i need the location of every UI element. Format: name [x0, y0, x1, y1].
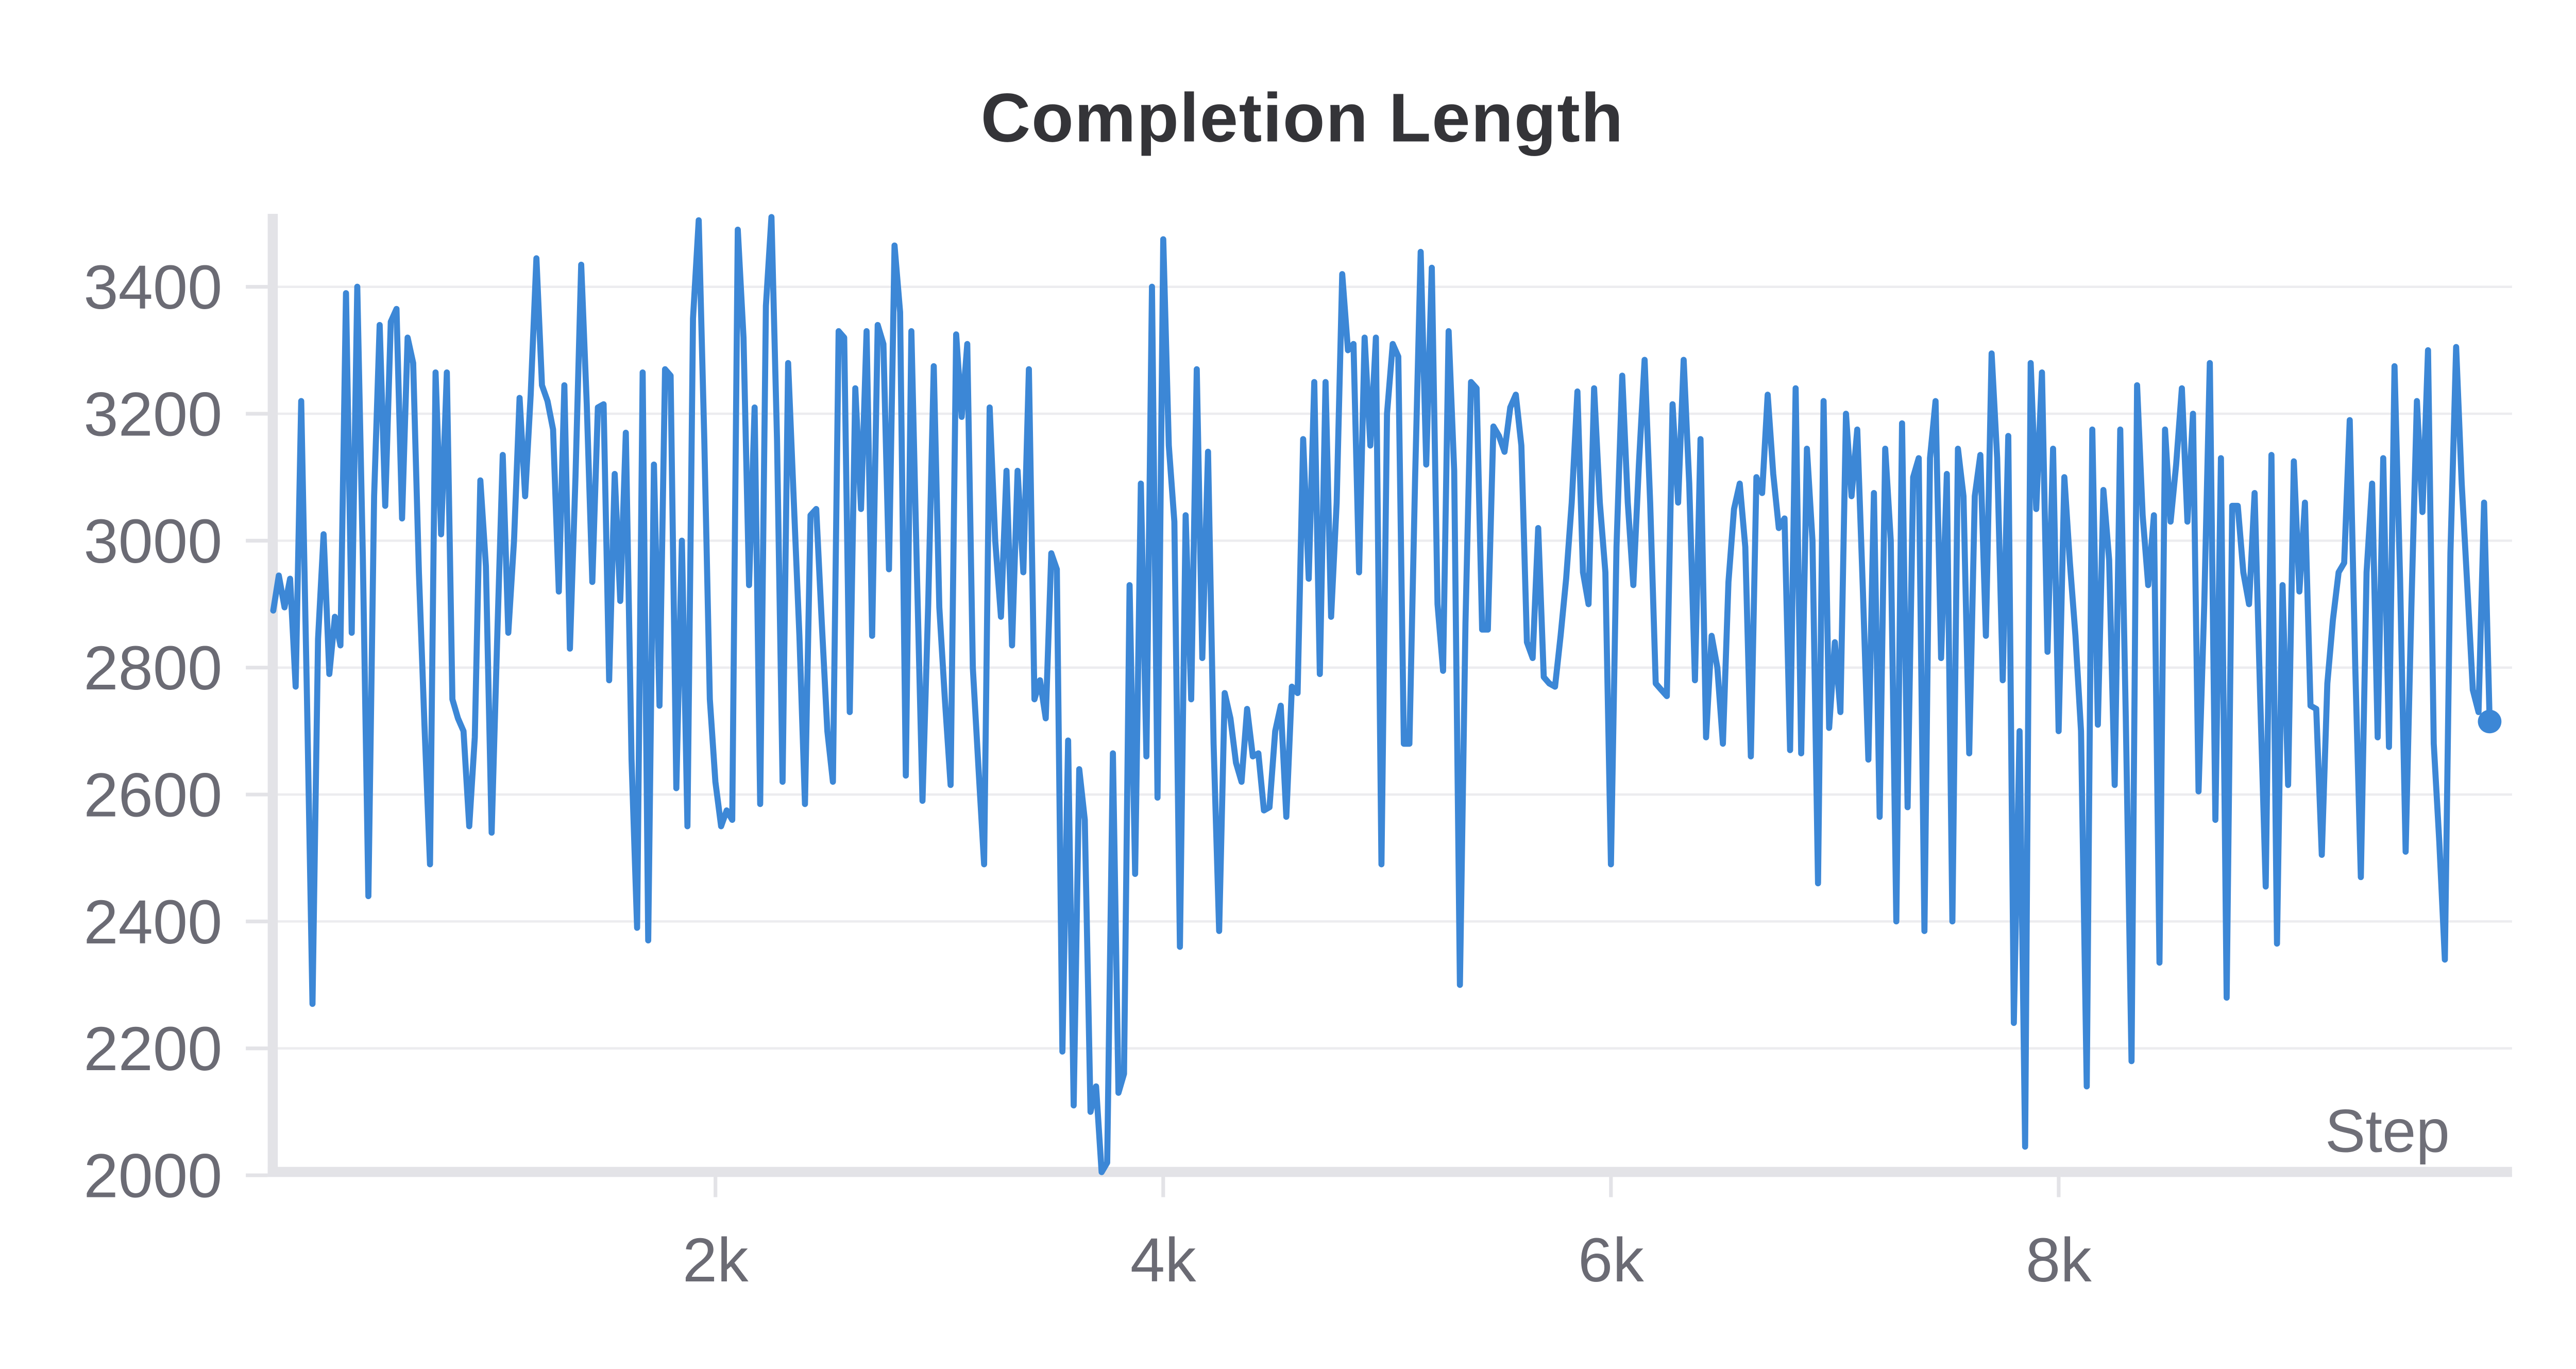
y-tick-label: 2400: [83, 887, 222, 957]
x-tick-label: 4k: [1130, 1225, 1196, 1295]
y-tick-label: 2000: [83, 1141, 222, 1211]
x-tick-label: 8k: [2026, 1225, 2092, 1295]
y-tick-label: 2600: [83, 760, 222, 830]
y-tick-label: 2800: [83, 633, 222, 703]
y-axis-line: [267, 214, 278, 1176]
x-tick-label: 2k: [683, 1225, 749, 1295]
x-axis-line: [267, 1167, 2512, 1177]
y-tick-label: 3000: [83, 506, 222, 576]
y-tick-label: 3200: [83, 380, 222, 449]
x-axis-title: Step: [2325, 1096, 2450, 1165]
y-tick-label: 2200: [83, 1014, 222, 1084]
metric-line[interactable]: [270, 214, 2493, 1175]
chart-title: Completion Length: [980, 79, 1624, 157]
y-tick-label: 3400: [83, 252, 222, 322]
last-point-marker[interactable]: [2478, 709, 2502, 734]
x-tick-label: 6k: [1578, 1225, 1644, 1295]
